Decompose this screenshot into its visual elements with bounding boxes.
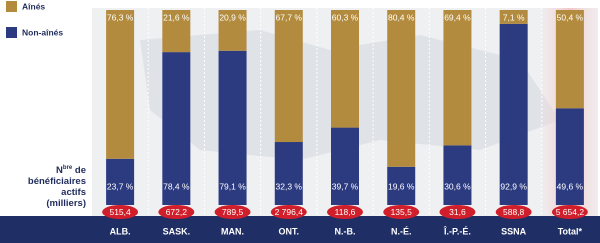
count-label: 789,5 <box>222 207 244 217</box>
x-tick-label: SASK. <box>163 226 191 236</box>
value-label: 69,4 % <box>444 12 471 22</box>
x-tick-label: SSNA <box>501 226 527 236</box>
count-label-part: bre <box>63 165 73 171</box>
count-marker <box>327 205 363 219</box>
bar-segment <box>499 23 528 205</box>
value-label: 30,6 % <box>444 181 471 191</box>
value-label: 78,4 % <box>163 181 190 191</box>
bar-segment <box>387 10 416 167</box>
count-label-line: bénéficiaires <box>28 176 86 187</box>
count-label: 2 796,4 <box>275 207 304 217</box>
legend-swatch <box>6 27 17 38</box>
count-label-line: actifs <box>61 187 86 198</box>
bar-segment <box>274 142 303 205</box>
count-label-line: (milliers) <box>46 198 86 209</box>
x-tick-label: ONT. <box>279 226 300 236</box>
bar-segment <box>387 166 416 205</box>
count-label: 588,8 <box>503 207 525 217</box>
count-label: 5 654,2 <box>556 207 585 217</box>
bar-segment <box>274 10 303 143</box>
value-label: 50,4 % <box>557 12 584 22</box>
bar-segment <box>555 10 584 109</box>
legend: Aînés Non-aînés <box>6 1 63 38</box>
count-marker <box>383 205 420 219</box>
plot: 23,7 % 76,3 % 515,4 ALB. 78,4 % 21,6 % 672,2 SA… <box>102 8 598 236</box>
x-tick-label: ALB. <box>110 226 131 236</box>
count-marker <box>551 205 588 219</box>
count-label: 515,4 <box>109 207 131 217</box>
value-label: 79,1 % <box>219 181 246 191</box>
value-label: 20,9 % <box>219 12 246 22</box>
count-marker <box>439 205 476 219</box>
legend-label: Non-aînés <box>22 27 63 37</box>
value-label: 76,3 % <box>107 12 134 22</box>
value-label: 60,3 % <box>332 12 359 22</box>
count-label: 31,6 <box>449 207 466 217</box>
value-label: 49,6 % <box>557 181 584 191</box>
category-strip <box>0 216 600 243</box>
value-label: 7,1 % <box>503 12 525 22</box>
bar-segment <box>106 10 135 159</box>
count-label: 672,2 <box>166 207 188 217</box>
count-marker <box>270 205 307 219</box>
x-tick-label: N.-É. <box>391 226 412 236</box>
value-label: 23,7 % <box>107 181 134 191</box>
count-marker <box>158 205 195 219</box>
bar-segment <box>218 10 247 51</box>
count-marker <box>102 205 139 219</box>
count-label: 118,6 <box>335 207 356 217</box>
bar-segment <box>162 10 191 53</box>
bar-segment <box>162 52 191 206</box>
bar-segment <box>499 10 528 24</box>
legend-swatch <box>6 1 17 12</box>
value-label: 67,7 % <box>276 12 303 22</box>
value-label: 19,6 % <box>388 181 415 191</box>
count-marker <box>495 205 532 219</box>
bar-segment <box>106 158 135 205</box>
value-label: 80,4 % <box>388 12 415 22</box>
count-marker <box>214 205 251 219</box>
legend-label: Aînés <box>22 1 45 11</box>
value-label: 21,6 % <box>163 12 190 22</box>
value-label: 39,7 % <box>332 181 359 191</box>
bar-segment <box>331 10 359 128</box>
x-tick-label: Î.-P.-É. <box>443 225 471 236</box>
x-tick-label: N.-B. <box>335 226 356 236</box>
count-label: 135,5 <box>391 207 413 217</box>
bar-segment <box>555 108 584 205</box>
value-label: 92,9 % <box>500 181 527 191</box>
bar-segment <box>443 145 472 205</box>
count-label-part: N <box>56 165 63 176</box>
x-tick-label: Total* <box>558 226 583 236</box>
value-label: 32,3 % <box>276 181 303 191</box>
bar-segment <box>331 127 359 205</box>
count-label: Nbre de bénéficiaires actifs (milliers) <box>28 165 86 209</box>
bar-segment <box>443 10 472 146</box>
count-label-part: de <box>72 165 86 176</box>
bar-segment <box>218 50 247 205</box>
x-tick-label: MAN. <box>221 226 244 236</box>
